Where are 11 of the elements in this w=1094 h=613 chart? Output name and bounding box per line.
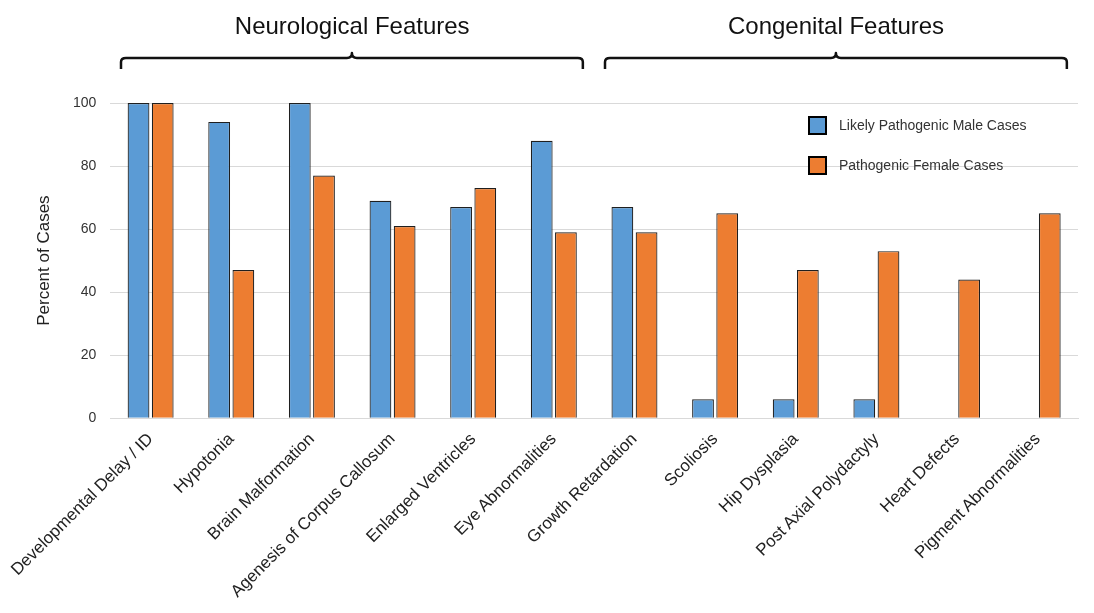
- text: Congenital Features: [727, 12, 946, 40]
- y-axis-title: Percent of Cases: [34, 195, 54, 326]
- y-tick-label: 80: [80, 156, 97, 173]
- y-tick-label: 0: [88, 409, 97, 426]
- y-tick-label: 100: [72, 93, 97, 110]
- legend-label: Pathogenic Female Cases: [839, 157, 1004, 173]
- y-tick-label: 40: [80, 283, 97, 299]
- legend-label: Likely Pathogenic Male Cases: [839, 117, 1027, 133]
- y-tick-label: 20: [80, 346, 97, 363]
- y-tick-label: 60: [80, 219, 97, 236]
- text: Neurological Features: [233, 12, 471, 40]
